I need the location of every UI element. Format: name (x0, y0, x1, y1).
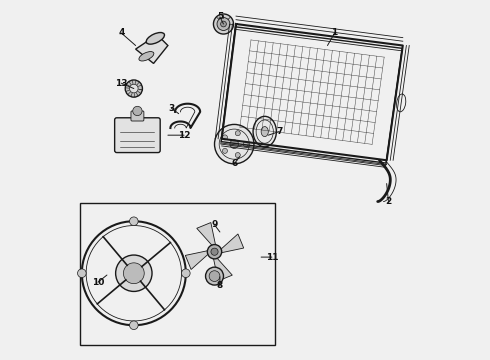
Circle shape (133, 106, 142, 116)
FancyBboxPatch shape (115, 118, 160, 153)
Circle shape (181, 269, 190, 278)
Text: 12: 12 (178, 131, 190, 140)
Text: 7: 7 (276, 127, 282, 136)
Polygon shape (136, 35, 168, 63)
Circle shape (230, 140, 239, 148)
Circle shape (123, 263, 144, 284)
Circle shape (129, 321, 138, 329)
Circle shape (215, 125, 254, 164)
Text: 3: 3 (169, 104, 174, 113)
Bar (80, 203, 275, 345)
Circle shape (235, 131, 240, 136)
Circle shape (209, 271, 220, 282)
Text: 2: 2 (385, 197, 392, 206)
Ellipse shape (261, 127, 269, 136)
Ellipse shape (139, 51, 154, 61)
Circle shape (222, 135, 227, 140)
Circle shape (220, 21, 226, 27)
Circle shape (205, 267, 223, 285)
FancyBboxPatch shape (131, 111, 144, 121)
Circle shape (214, 14, 234, 34)
Circle shape (77, 269, 86, 278)
Circle shape (116, 255, 152, 292)
Circle shape (129, 84, 138, 93)
Text: 4: 4 (118, 28, 124, 37)
Text: 6: 6 (231, 159, 237, 168)
Circle shape (125, 80, 143, 97)
Circle shape (217, 18, 230, 31)
Polygon shape (197, 222, 216, 246)
Circle shape (235, 153, 240, 158)
Text: 1: 1 (332, 28, 338, 37)
Circle shape (207, 244, 221, 259)
Circle shape (82, 221, 186, 325)
Text: 11: 11 (266, 253, 278, 262)
Ellipse shape (253, 116, 276, 147)
Text: 10: 10 (92, 278, 104, 287)
Circle shape (211, 248, 218, 255)
Text: 5: 5 (217, 12, 223, 21)
Polygon shape (220, 234, 244, 253)
Circle shape (129, 217, 138, 226)
Polygon shape (185, 251, 208, 270)
Circle shape (243, 141, 248, 147)
Ellipse shape (146, 32, 165, 44)
Text: 8: 8 (217, 281, 223, 290)
Text: 9: 9 (211, 220, 218, 229)
Circle shape (222, 148, 227, 153)
Text: 13: 13 (115, 79, 127, 88)
Polygon shape (214, 258, 232, 281)
